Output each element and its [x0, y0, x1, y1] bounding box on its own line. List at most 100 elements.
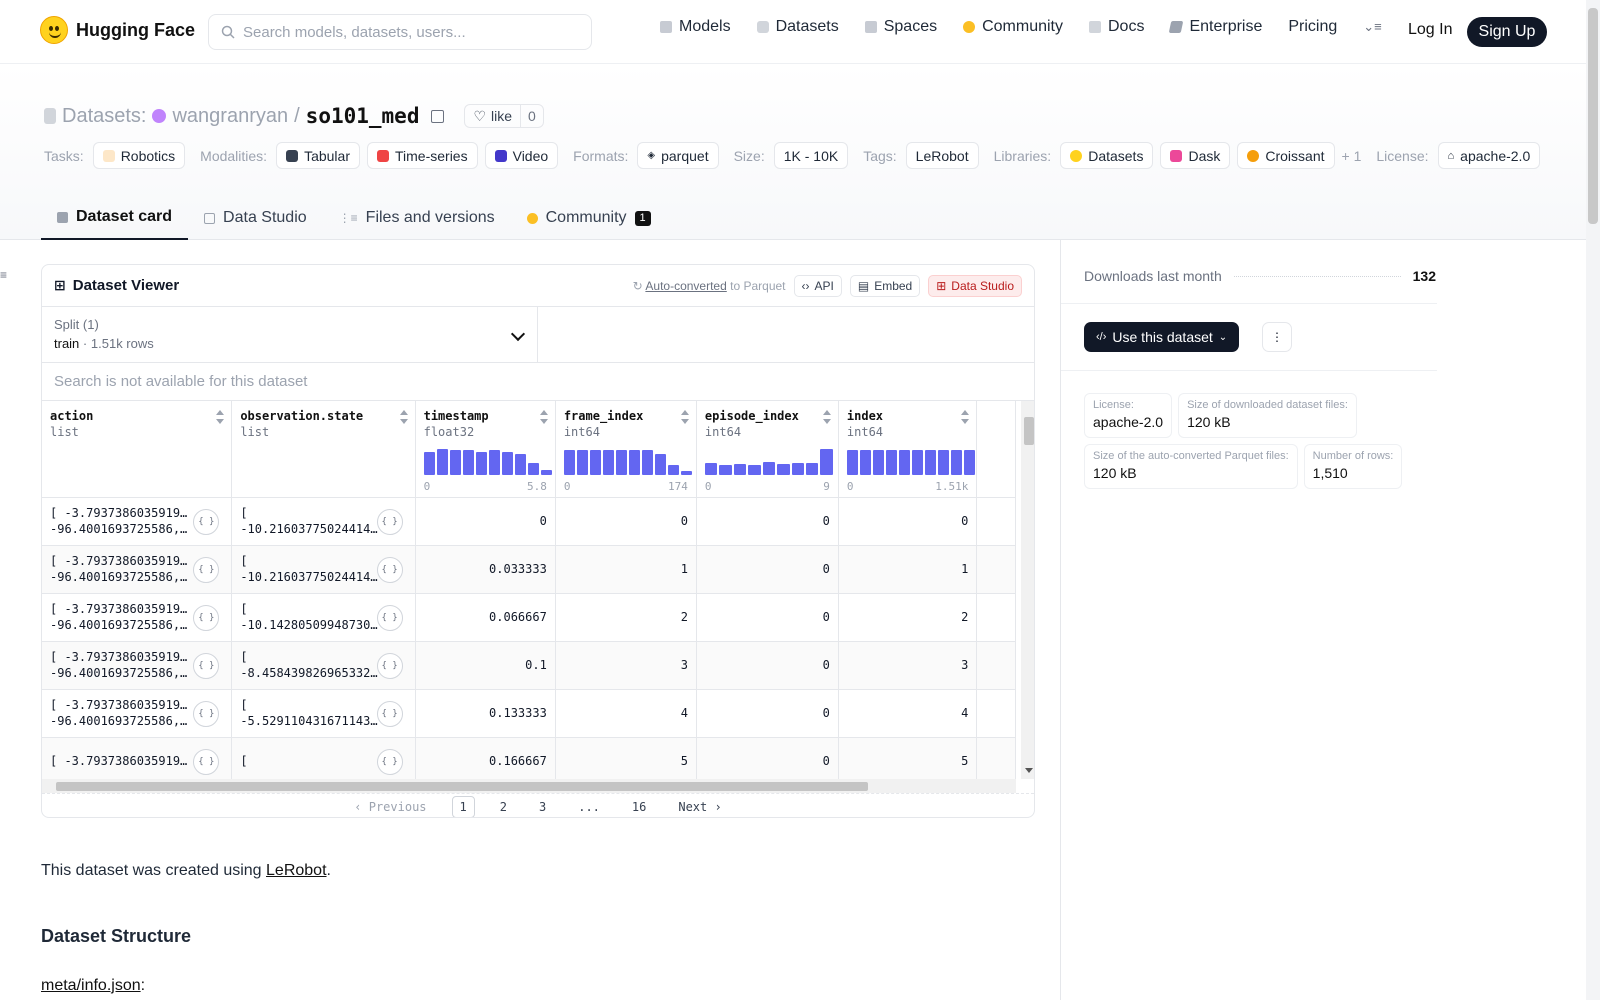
tag-chip-lerobot[interactable]: LeRobot — [905, 142, 979, 169]
nav-docs[interactable]: Docs — [1089, 18, 1144, 36]
cell-index[interactable]: 5 — [838, 737, 978, 779]
dataset-name[interactable]: so101_med — [305, 104, 420, 128]
histogram-bar[interactable] — [924, 450, 936, 475]
histogram-bar[interactable] — [423, 451, 435, 475]
expand-json-icon[interactable]: { } — [193, 748, 220, 775]
cell-index[interactable]: 0 — [838, 497, 978, 546]
histogram-bar[interactable] — [911, 450, 923, 475]
page-2[interactable]: 2 — [499, 799, 507, 814]
embed-button[interactable]: ▤ Embed — [849, 274, 921, 297]
auto-converted-link[interactable]: Auto-converted — [645, 278, 727, 293]
column-header[interactable]: episode_index int64 0 9 — [696, 401, 839, 498]
expand-json-icon[interactable]: { } — [376, 700, 403, 727]
histogram-bar[interactable] — [950, 450, 962, 475]
size-chip[interactable]: 1K - 10K — [773, 142, 849, 169]
cell-timestamp[interactable]: 0 — [415, 497, 556, 546]
auto-converted-note[interactable]: ↻ Auto-converted to Parquet — [633, 279, 786, 293]
histogram-bar[interactable] — [762, 462, 776, 475]
expand-json-icon[interactable]: { } — [193, 556, 220, 583]
histogram-bar[interactable] — [872, 450, 884, 475]
expand-json-icon[interactable]: { } — [376, 748, 403, 775]
cell-observation-state[interactable]: [-10.21603775024414,…{ } — [231, 545, 416, 594]
modality-chip-timeseries[interactable]: Time-series — [367, 142, 478, 169]
owner-link[interactable]: wangranryan — [172, 104, 289, 127]
histogram-bar[interactable] — [602, 450, 614, 475]
cell-timestamp[interactable]: 0.133333 — [415, 689, 556, 738]
expand-json-icon[interactable]: { } — [376, 604, 403, 631]
nav-models[interactable]: Models — [660, 18, 731, 36]
histogram-bar[interactable] — [462, 450, 474, 475]
library-chip-dask[interactable]: Dask — [1160, 142, 1231, 169]
section-link[interactable]: Datasets: — [62, 104, 147, 127]
histogram-bar[interactable] — [641, 450, 653, 475]
histogram-bar[interactable] — [667, 464, 679, 475]
histogram-bar[interactable] — [719, 465, 732, 475]
like-button[interactable]: ♡ like 0 — [464, 104, 544, 128]
histogram-bar[interactable] — [628, 450, 640, 475]
histogram-bar[interactable] — [488, 450, 500, 475]
table-row[interactable]: [ -3.793738603591919, -96.4001693725586,…… — [42, 641, 1016, 690]
tab-files[interactable]: ⋮≡ Files and versions — [323, 196, 511, 240]
nav-enterprise[interactable]: Enterprise — [1169, 18, 1262, 36]
table-scroll-area[interactable]: action list observation.state list timestamp… — [42, 401, 1016, 779]
cell-timestamp[interactable]: 0.066667 — [415, 593, 556, 642]
histogram-bar[interactable] — [777, 464, 790, 475]
logo[interactable]: Hugging Face — [40, 16, 195, 44]
histogram-bar[interactable] — [898, 450, 910, 475]
license-chip[interactable]: ⌂ apache-2.0 — [1437, 142, 1541, 169]
page-scrollbar[interactable] — [1586, 0, 1600, 1000]
column-header[interactable]: timestamp float32 0 5.8 — [415, 401, 556, 498]
lerobot-link[interactable]: LeRobot — [266, 862, 327, 879]
histogram-bar[interactable] — [563, 450, 575, 475]
expand-json-icon[interactable]: { } — [376, 556, 403, 583]
tab-dataset-card[interactable]: Dataset card — [41, 196, 189, 240]
sidebar-toggle-icon[interactable]: ≡ — [0, 268, 8, 282]
nav-pricing[interactable]: Pricing — [1288, 18, 1337, 36]
histogram-bar[interactable] — [820, 449, 833, 475]
sort-icon[interactable] — [399, 410, 408, 424]
sort-icon[interactable] — [539, 410, 548, 424]
expand-json-icon[interactable]: { } — [193, 508, 220, 535]
histogram-bar[interactable] — [805, 463, 819, 475]
histogram-bar[interactable] — [615, 450, 627, 475]
histogram-bar[interactable] — [748, 465, 761, 475]
nav-datasets[interactable]: Datasets — [756, 18, 839, 36]
format-chip-parquet[interactable]: ◈ parquet — [637, 142, 719, 169]
cell-episode-index[interactable]: 0 — [696, 545, 839, 594]
column-header[interactable]: index int64 0 1.51k — [838, 401, 978, 498]
histogram-bar[interactable] — [680, 471, 692, 475]
cell-frame-index[interactable]: 5 — [555, 737, 697, 779]
table-row[interactable]: [ -3.793738603591919, -96.4001693725586,…… — [42, 689, 1016, 738]
cell-episode-index[interactable]: 0 — [696, 689, 839, 738]
cell-observation-state[interactable]: [-10.142805099487305…{ } — [231, 593, 416, 642]
more-libraries[interactable]: + 1 — [1341, 147, 1362, 164]
next-button[interactable]: Next › — [678, 799, 722, 814]
cell-frame-index[interactable]: 2 — [555, 593, 697, 642]
cell-frame-index[interactable]: 4 — [555, 689, 697, 738]
cell-observation-state[interactable]: [-5.529110431671143,…{ } — [231, 689, 416, 738]
cell-index[interactable]: 3 — [838, 641, 978, 690]
nav-spaces[interactable]: Spaces — [864, 18, 937, 36]
split-select[interactable]: Split (1) train · 1.51k rows — [42, 307, 538, 362]
cell-episode-index[interactable]: 0 — [696, 641, 839, 690]
more-options-button[interactable]: ⋮ — [1262, 322, 1292, 352]
cell-episode-index[interactable]: 0 — [696, 497, 839, 546]
page-16[interactable]: 16 — [631, 799, 647, 814]
cell-observation-state[interactable]: [-8.458439826965332,…{ } — [231, 641, 416, 690]
login-link[interactable]: Log In — [1408, 21, 1453, 38]
nav-community[interactable]: Community — [963, 18, 1063, 36]
nav-more-menu[interactable]: ⌄≡ — [1363, 19, 1381, 35]
cell-index[interactable]: 4 — [838, 689, 978, 738]
histogram-bar[interactable] — [527, 463, 539, 475]
sort-icon[interactable] — [961, 410, 970, 424]
table-row[interactable]: [ -3.793738603591919, -96.4001693725586,…… — [42, 497, 1016, 546]
cell-action[interactable]: [ -3.793738603591919, -96.4001693725586,…… — [42, 689, 233, 738]
cell-action[interactable]: [ -3.793738603591919, -96.4001693725586,…… — [42, 545, 233, 594]
cell-action[interactable]: [ -3.793738603591919, -96.4001693725586,…… — [42, 497, 233, 546]
histogram-bar[interactable] — [436, 449, 448, 475]
library-chip-croissant[interactable]: Croissant — [1237, 142, 1335, 169]
expand-json-icon[interactable]: { } — [193, 604, 220, 631]
cell-observation-state[interactable]: [{ } — [231, 737, 416, 779]
cell-episode-index[interactable]: 0 — [696, 593, 839, 642]
histogram-bar[interactable] — [885, 450, 897, 475]
